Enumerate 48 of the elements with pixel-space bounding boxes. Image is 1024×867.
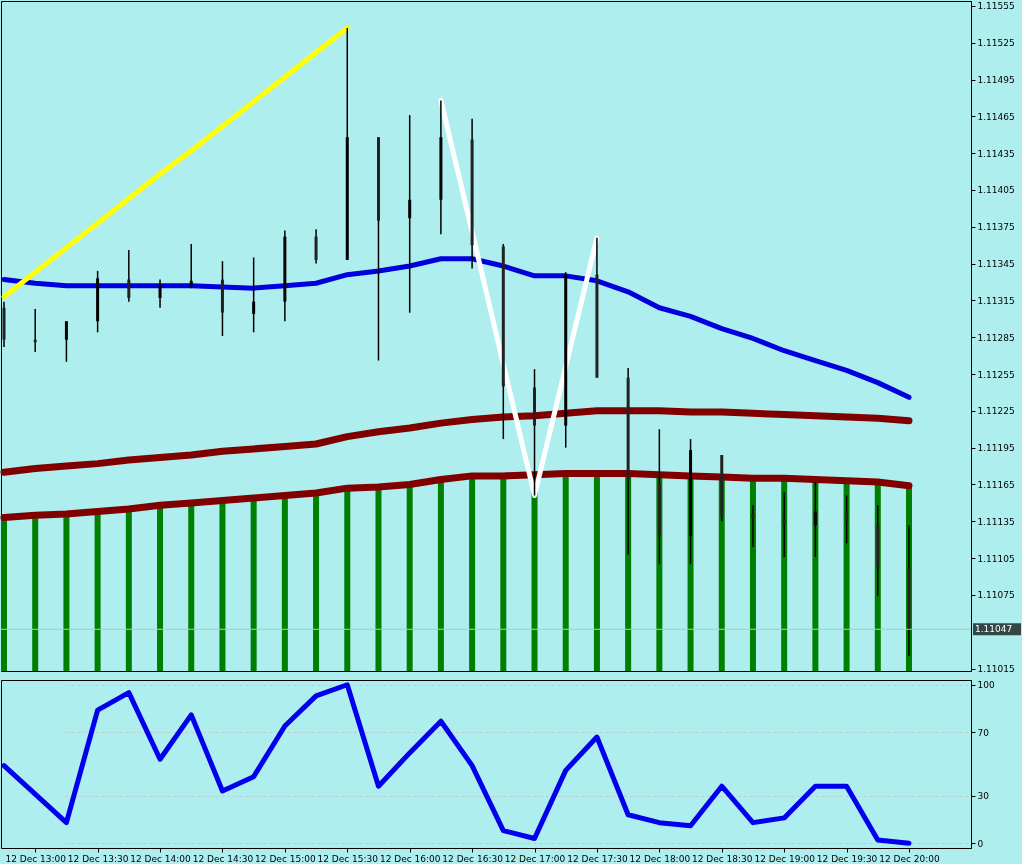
ref-line-label: 1.11047: [975, 624, 1013, 635]
y-tick-label: 1.11465: [977, 111, 1015, 122]
y-tick-label: 1.11195: [977, 443, 1015, 454]
y-tick-label: 1.11555: [977, 1, 1015, 12]
x-tick-label: 12 Dec 16:30: [442, 853, 504, 864]
x-tick-label: 12 Dec 19:00: [754, 853, 816, 864]
y-tick-label: 1.11075: [977, 590, 1015, 601]
y-tick-label: 1.11495: [977, 75, 1015, 86]
y-tick-label: 1.11015: [977, 664, 1015, 675]
x-tick-label: 12 Dec 20:00: [879, 853, 941, 864]
y-tick-label: 30: [977, 791, 990, 802]
candlestick: [252, 256, 256, 334]
candlestick: [189, 243, 193, 289]
candlestick: [314, 228, 318, 265]
y-tick-label: 0: [977, 838, 984, 849]
y-tick-label: 70: [977, 727, 990, 738]
candlestick: [408, 114, 412, 314]
y-tick-label: 100: [977, 680, 995, 691]
candlestick: [64, 320, 68, 363]
y-tick-label: 1.11165: [977, 479, 1015, 490]
x-tick-label: 12 Dec 15:30: [317, 853, 379, 864]
x-tick-label: 12 Dec 14:00: [130, 853, 192, 864]
x-tick-label: 12 Dec 17:00: [504, 853, 566, 864]
candlestick: [376, 136, 380, 362]
candlestick: [751, 504, 755, 548]
x-tick-label: 12 Dec 16:00: [379, 853, 441, 864]
candlestick: [127, 249, 131, 303]
y-tick-label: 1.11345: [977, 259, 1015, 270]
y-tick-label: 1.11255: [977, 369, 1015, 380]
y-tick-label: 1.11375: [977, 222, 1015, 233]
x-tick-label: 12 Dec 18:00: [629, 853, 691, 864]
y-tick-label: 1.11405: [977, 185, 1015, 196]
x-tick-label: 12 Dec 19:30: [816, 853, 878, 864]
y-tick-label: 1.11315: [977, 295, 1015, 306]
y-tick-label: 1.11285: [977, 332, 1015, 343]
x-tick-label: 12 Dec 14:30: [192, 853, 254, 864]
x-tick-label: 12 Dec 13:30: [67, 853, 129, 864]
x-tick-label: 12 Dec 18:30: [691, 853, 753, 864]
y-tick-label: 1.11135: [977, 516, 1015, 527]
x-tick-label: 12 Dec 17:30: [567, 853, 628, 864]
y-tick-label: 1.11435: [977, 148, 1015, 159]
x-tick-label: 12 Dec 15:00: [255, 853, 316, 864]
y-tick-label: 1.11225: [977, 406, 1015, 417]
x-tick-label: 12 Dec 13:00: [5, 853, 67, 864]
candlestick: [845, 494, 849, 545]
y-tick-label: 1.11525: [977, 38, 1015, 49]
y-tick-label: 1.11105: [977, 553, 1015, 564]
candlestick: [158, 278, 162, 309]
